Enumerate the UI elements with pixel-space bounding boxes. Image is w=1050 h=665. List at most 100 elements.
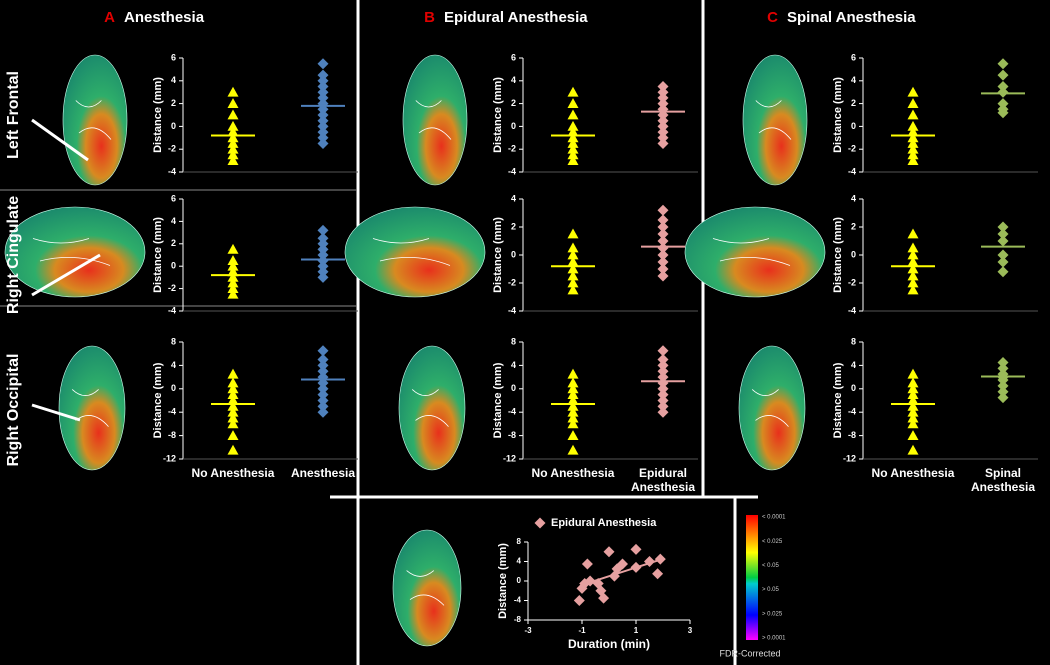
brain-sulci <box>411 389 449 427</box>
x-tick-label: Spinal Anesthesia <box>970 466 1036 494</box>
x-tick-label: Epidural Anesthesia <box>630 466 696 494</box>
point <box>317 232 329 244</box>
y-tick-label: -4 <box>508 305 516 315</box>
brain <box>398 345 466 471</box>
y-axis-label: Distance (mm) <box>497 543 509 619</box>
y-axis-label: Distance (mm) <box>492 217 504 293</box>
point <box>907 284 919 295</box>
y-tick-label: -8 <box>848 430 856 440</box>
point <box>227 109 239 120</box>
y-tick-label: 2 <box>851 98 856 108</box>
x-tick-label: -1 <box>578 626 586 635</box>
point <box>907 418 919 429</box>
x-tick-label: 1 <box>634 626 639 635</box>
point <box>630 543 642 555</box>
point <box>657 92 669 104</box>
point <box>317 81 329 92</box>
point <box>567 377 579 388</box>
point <box>317 224 329 236</box>
point <box>657 235 669 247</box>
y-tick-label: -4 <box>848 305 856 315</box>
point <box>567 242 579 253</box>
y-tick-label: 4 <box>511 193 516 203</box>
y-axis-label: Distance (mm) <box>152 77 164 153</box>
y-tick-label: 4 <box>511 75 516 85</box>
point <box>227 444 239 455</box>
point <box>227 120 239 131</box>
point <box>997 228 1009 240</box>
point <box>317 69 329 81</box>
point <box>657 98 669 110</box>
y-tick-label: -2 <box>508 144 516 154</box>
panel-title: Spinal Anesthesia <box>787 9 916 26</box>
point <box>652 568 664 580</box>
brain <box>738 345 806 471</box>
y-tick-label: -8 <box>514 615 522 624</box>
brain <box>684 206 826 298</box>
point <box>907 86 919 97</box>
point <box>227 383 239 394</box>
point <box>997 221 1009 233</box>
y-tick-label: 8 <box>851 336 856 346</box>
x-axis-label: Duration (min) <box>568 637 650 651</box>
panel-letter: A <box>104 9 115 26</box>
point <box>227 395 239 405</box>
point <box>907 389 919 400</box>
point <box>657 132 669 144</box>
point <box>567 256 579 267</box>
x-tick-label: No Anesthesia <box>871 466 955 480</box>
point <box>617 558 628 570</box>
point <box>997 386 1009 398</box>
point <box>907 444 919 455</box>
point <box>657 263 669 275</box>
brain-sulci <box>406 570 445 606</box>
colorbar-title: FDR-Corrected <box>719 648 780 658</box>
point <box>657 354 669 366</box>
point <box>603 546 615 558</box>
y-tick-label: 2 <box>171 98 176 108</box>
point <box>317 138 329 149</box>
point <box>227 149 239 160</box>
y-tick-label: 0 <box>511 121 516 131</box>
brain <box>402 54 468 186</box>
point <box>227 271 239 282</box>
point <box>997 266 1009 278</box>
point <box>907 120 919 131</box>
point <box>227 406 239 417</box>
point <box>907 395 919 405</box>
y-tick-label: 0 <box>851 249 856 259</box>
point <box>534 517 546 529</box>
x-tick-label: 3 <box>688 626 693 635</box>
brain <box>742 54 808 186</box>
point <box>317 406 329 418</box>
point <box>227 255 239 265</box>
y-tick-label: 0 <box>511 249 516 259</box>
y-tick-label: -2 <box>168 144 176 154</box>
point <box>317 395 329 406</box>
row-pointers <box>31 118 101 422</box>
point <box>567 444 579 455</box>
point <box>573 595 585 606</box>
point <box>657 214 669 226</box>
y-tick-label: -2 <box>848 144 856 154</box>
point <box>654 553 666 565</box>
point <box>657 365 669 377</box>
panel-letter: C <box>767 9 778 26</box>
y-tick-label: -4 <box>168 166 176 176</box>
y-tick-label: 8 <box>511 336 516 346</box>
brain-sulci <box>372 238 451 266</box>
point <box>907 270 919 281</box>
point <box>567 263 579 274</box>
point <box>567 406 579 417</box>
point <box>907 228 919 239</box>
y-tick-label: -4 <box>168 305 176 315</box>
point <box>227 143 239 154</box>
point <box>567 284 579 295</box>
y-tick-label: 2 <box>511 221 516 231</box>
point <box>567 249 579 260</box>
point <box>317 345 329 357</box>
brain-sulci <box>751 389 789 427</box>
y-tick-label: 0 <box>171 261 176 271</box>
point <box>657 256 669 268</box>
point <box>317 238 329 250</box>
